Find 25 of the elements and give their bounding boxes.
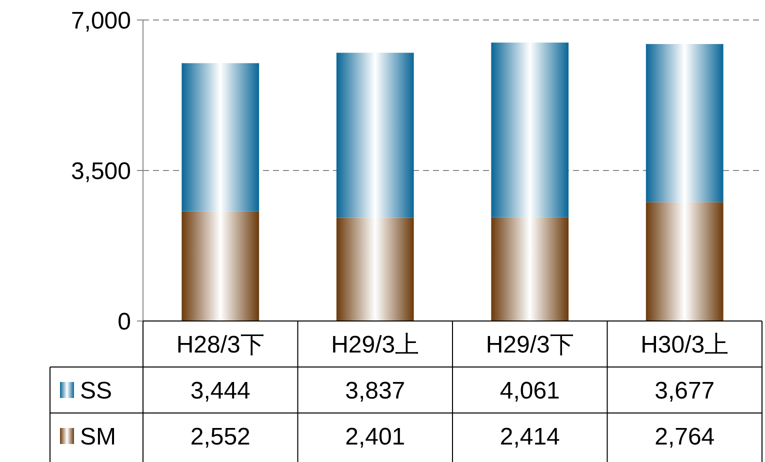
data-label: 3,837 bbox=[345, 377, 406, 404]
data-label: 3,677 bbox=[654, 377, 715, 404]
data-label: 4,061 bbox=[500, 377, 560, 404]
bar bbox=[491, 42, 569, 218]
x-tick-label: H30/3上 bbox=[640, 331, 729, 358]
x-tick-label: H28/3下 bbox=[176, 331, 264, 358]
bar bbox=[646, 44, 724, 202]
bar bbox=[182, 211, 260, 321]
data-label: 2,401 bbox=[345, 423, 406, 450]
y-tick-label: 3,500 bbox=[70, 158, 131, 185]
y-tick-label: 7,000 bbox=[70, 7, 131, 34]
bar bbox=[646, 202, 724, 321]
bar bbox=[182, 63, 260, 212]
y-tick-label: 0 bbox=[118, 308, 131, 336]
bar bbox=[491, 217, 569, 321]
bar bbox=[336, 218, 414, 321]
x-tick-label: H29/3上 bbox=[331, 331, 420, 358]
data-label: 2,764 bbox=[654, 423, 715, 450]
data-label: 3,444 bbox=[190, 377, 250, 404]
legend-label: SS bbox=[80, 377, 112, 404]
x-tick-label: H29/3下 bbox=[486, 331, 574, 358]
bar bbox=[336, 52, 414, 218]
legend-label: SM bbox=[80, 423, 116, 450]
data-label: 2,414 bbox=[500, 423, 560, 450]
data-label: 2,552 bbox=[190, 423, 250, 450]
